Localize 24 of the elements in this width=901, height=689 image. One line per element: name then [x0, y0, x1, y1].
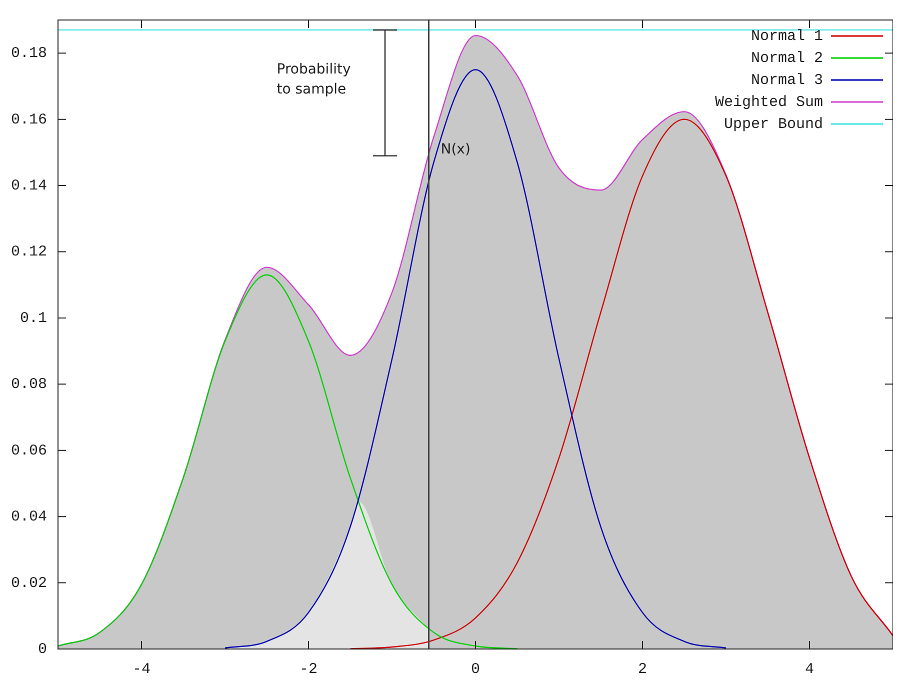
y-tick-label: 0.04: [10, 508, 48, 526]
y-tick-label: 0.16: [10, 111, 48, 128]
x-tick-label: 2: [638, 660, 648, 678]
y-tick-label: 0: [38, 640, 48, 658]
x-tick-label: -4: [132, 660, 151, 678]
y-tick-label: 0.12: [10, 244, 48, 261]
x-tick-label: -2: [299, 660, 318, 678]
y-tick-label: 0.06: [10, 442, 48, 460]
legend-label: Normal 2: [750, 50, 823, 67]
legend-label: Weighted Sum: [714, 94, 823, 111]
y-tick-label: 0.14: [10, 177, 48, 194]
y-tick-label: 0.1: [20, 310, 48, 327]
line-series: [58, 274, 518, 649]
legend-label: Normal 1: [750, 28, 823, 45]
x-tick-label: 0: [470, 660, 480, 678]
y-tick-label: 0.08: [10, 376, 48, 394]
legend-label: Normal 3: [750, 72, 823, 89]
line-series: [350, 118, 893, 649]
legend-label: Upper Bound: [724, 116, 823, 133]
annotation: N(x): [440, 141, 470, 158]
y-tick-label: 0.02: [10, 574, 48, 592]
x-tick-label: 4: [804, 660, 814, 678]
y-tick-label: 0.18: [10, 45, 48, 62]
annotation: Probability to sample: [276, 62, 351, 98]
